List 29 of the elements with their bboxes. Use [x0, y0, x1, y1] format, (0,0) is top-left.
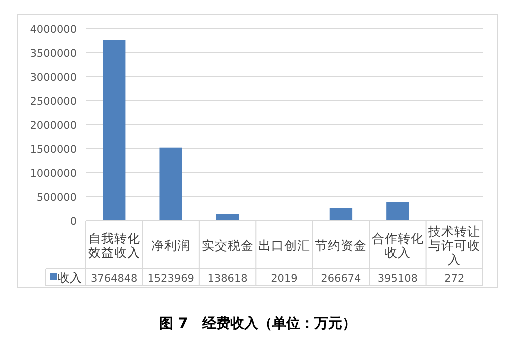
x-tick-label: 出口创汇: [258, 238, 310, 253]
y-tick-label: 1500000: [30, 144, 77, 156]
y-tick-label: 1000000: [30, 168, 77, 180]
x-tick-label: 合作转化 收入: [372, 230, 424, 260]
text: 图 7 经费收入（单位：万元）: [160, 316, 356, 332]
data-label: 2019: [271, 273, 298, 285]
data-label: 395108: [378, 273, 418, 285]
x-tick-label: 节约资金: [315, 238, 368, 253]
data-label: 138618: [208, 273, 248, 285]
x-tick-label: 实交税金: [202, 238, 254, 253]
y-tick-label: 2500000: [30, 96, 77, 108]
y-tick-label: 2000000: [30, 120, 77, 132]
y-tick-label: 3500000: [30, 48, 77, 60]
y-tick-label: 3000000: [30, 72, 77, 84]
bar: [330, 208, 353, 221]
data-label: 266674: [321, 273, 362, 285]
bar: [160, 148, 182, 221]
bar: [103, 40, 126, 221]
x-tick-label: 技术转让与许可收入: [428, 224, 481, 267]
y-tick-label: 500000: [36, 192, 77, 204]
y-tick-label: 4000000: [30, 24, 77, 36]
data-label: 1523969: [148, 273, 194, 285]
x-tick-label: 自我转化效益收入: [88, 230, 140, 260]
x-tick-label: 净利润: [152, 238, 191, 253]
y-tick-label: 0: [70, 216, 77, 228]
data-label: 272: [444, 273, 465, 285]
bar: [386, 202, 410, 221]
legend-label: 收入: [58, 271, 82, 285]
data-label: 3764848: [90, 273, 138, 285]
